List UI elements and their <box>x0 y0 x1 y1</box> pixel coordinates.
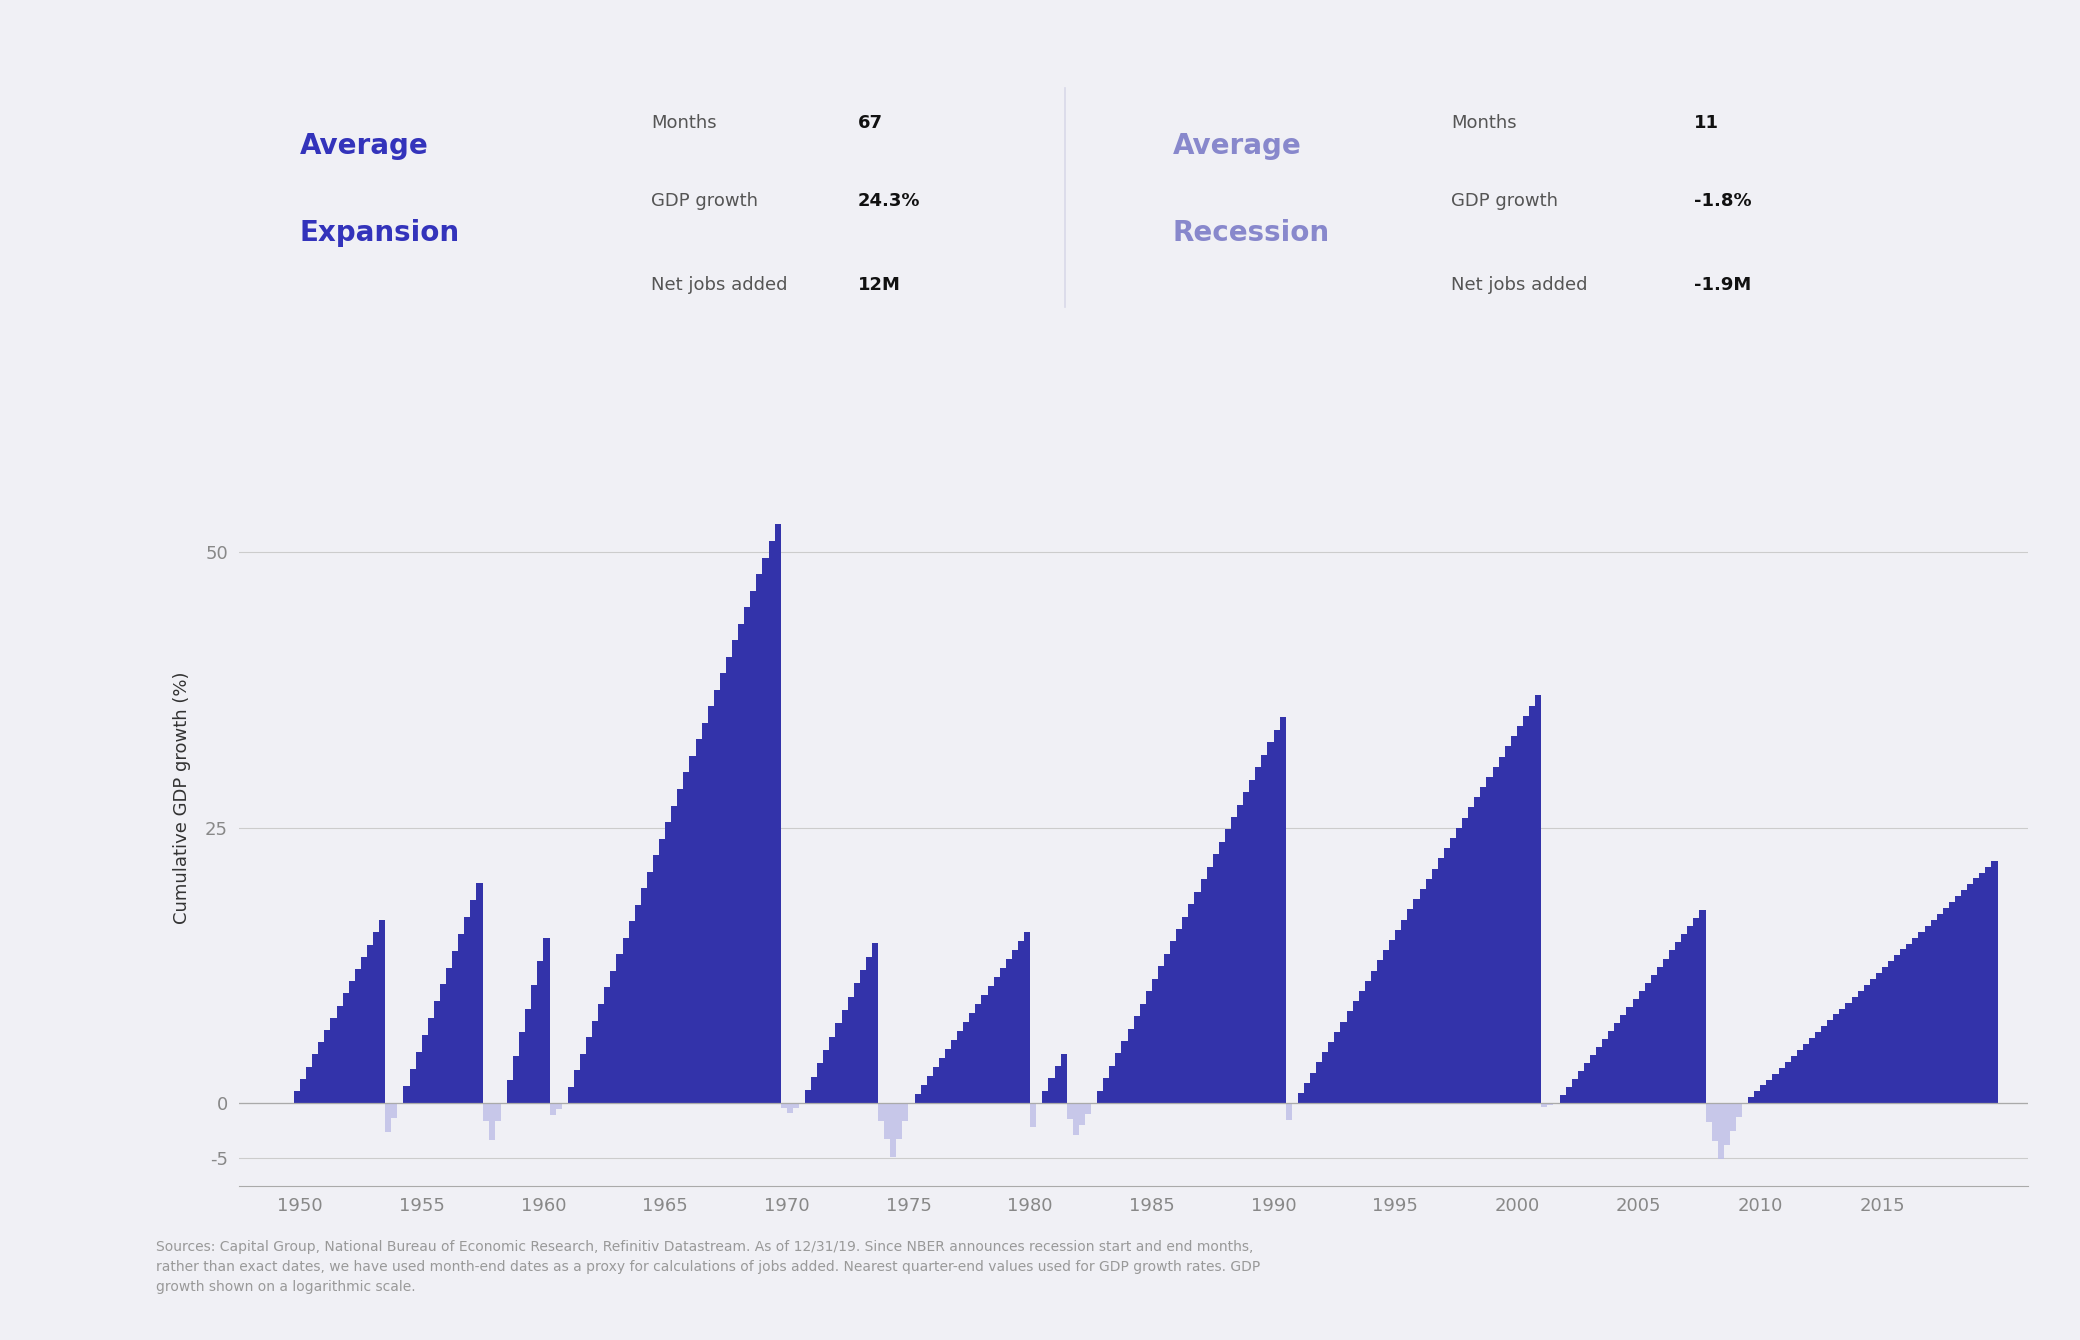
Polygon shape <box>878 1103 915 1158</box>
Text: 67: 67 <box>857 114 882 133</box>
Text: 11: 11 <box>1695 114 1720 133</box>
Polygon shape <box>508 938 549 1103</box>
Polygon shape <box>915 933 1030 1103</box>
Y-axis label: Cumulative GDP growth (%): Cumulative GDP growth (%) <box>173 671 191 923</box>
Polygon shape <box>1096 717 1285 1103</box>
Text: Expansion: Expansion <box>300 218 460 247</box>
Polygon shape <box>1067 1103 1096 1135</box>
Text: Months: Months <box>1452 114 1516 133</box>
Polygon shape <box>805 943 878 1103</box>
Polygon shape <box>404 883 483 1103</box>
Polygon shape <box>1298 695 1541 1103</box>
Polygon shape <box>568 524 780 1103</box>
Text: 24.3%: 24.3% <box>857 193 919 210</box>
Text: -1.8%: -1.8% <box>1695 193 1751 210</box>
Text: Average: Average <box>1173 133 1302 161</box>
Text: GDP growth: GDP growth <box>651 193 757 210</box>
Polygon shape <box>780 1103 805 1114</box>
Text: -1.9M: -1.9M <box>1695 276 1751 293</box>
Text: GDP growth: GDP growth <box>1452 193 1558 210</box>
Text: Net jobs added: Net jobs added <box>651 276 786 293</box>
Polygon shape <box>549 1103 568 1115</box>
Polygon shape <box>1030 1103 1042 1127</box>
Polygon shape <box>1706 1103 1747 1159</box>
Text: Average: Average <box>300 133 428 161</box>
Polygon shape <box>1541 1103 1560 1107</box>
Polygon shape <box>1747 860 1997 1103</box>
Text: Net jobs added: Net jobs added <box>1452 276 1587 293</box>
Text: Recession: Recession <box>1173 218 1329 247</box>
Polygon shape <box>483 1103 508 1139</box>
Polygon shape <box>1560 910 1706 1103</box>
Polygon shape <box>1285 1103 1298 1120</box>
Text: 12M: 12M <box>857 276 901 293</box>
Polygon shape <box>293 921 385 1103</box>
Polygon shape <box>1042 1053 1067 1103</box>
Polygon shape <box>385 1103 404 1132</box>
Text: Months: Months <box>651 114 716 133</box>
Text: Sources: Capital Group, National Bureau of Economic Research, Refinitiv Datastre: Sources: Capital Group, National Bureau … <box>156 1240 1260 1293</box>
